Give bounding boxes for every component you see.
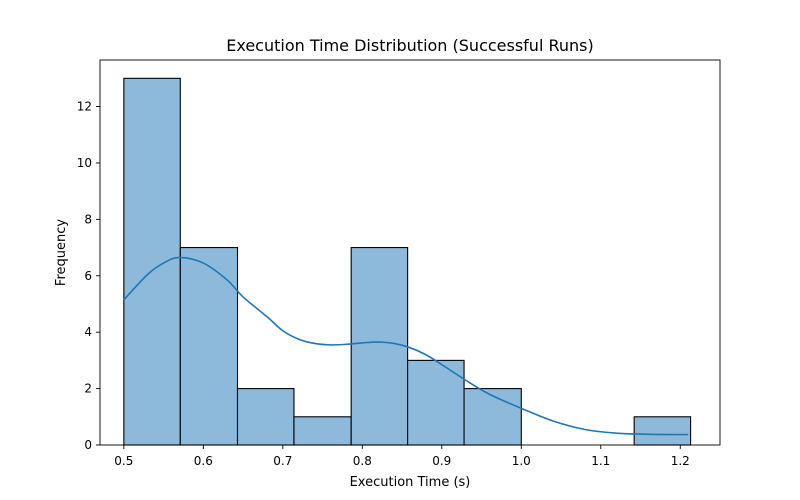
histogram-bar-6 [463,388,522,446]
y-tick-label: 2 [84,382,92,396]
chart-title: Execution Time Distribution (Successful … [226,36,593,55]
y-tick-label: 6 [84,269,92,283]
plot-frame [99,59,721,446]
y-tick-label: 12 [77,100,92,114]
histogram-bar-4 [350,247,409,446]
x-tick-label: 0.8 [353,454,372,468]
x-tick-label: 0.7 [273,454,292,468]
y-tick-label: 10 [77,156,92,170]
y-axis-ticks: 0 2 4 6 8 10 12 [77,100,100,452]
x-tick-label: 0.5 [114,454,133,468]
histogram-bar-1 [179,247,239,446]
y-tick-label: 8 [84,212,92,226]
x-axis-label: Execution Time (s) [350,475,471,490]
x-tick-label: 1.2 [671,454,690,468]
histogram-bar-0 [123,77,181,446]
x-tick-label: 0.6 [194,454,213,468]
kde-curve [123,256,689,436]
histogram-bar-9 [633,416,692,446]
y-tick-label: 4 [84,325,92,339]
x-axis-ticks: 0.5 0.6 0.7 0.8 0.9 1.0 1.1 1.2 [114,445,690,468]
y-axis-label: Frequency [54,219,69,286]
x-tick-label: 1.1 [591,454,610,468]
x-tick-label: 0.9 [432,454,451,468]
histogram-bars [123,77,692,446]
histogram-bar-3 [293,416,352,446]
histogram-bar-2 [236,388,295,446]
x-tick-label: 1.0 [512,454,531,468]
y-tick-label: 0 [84,438,92,452]
